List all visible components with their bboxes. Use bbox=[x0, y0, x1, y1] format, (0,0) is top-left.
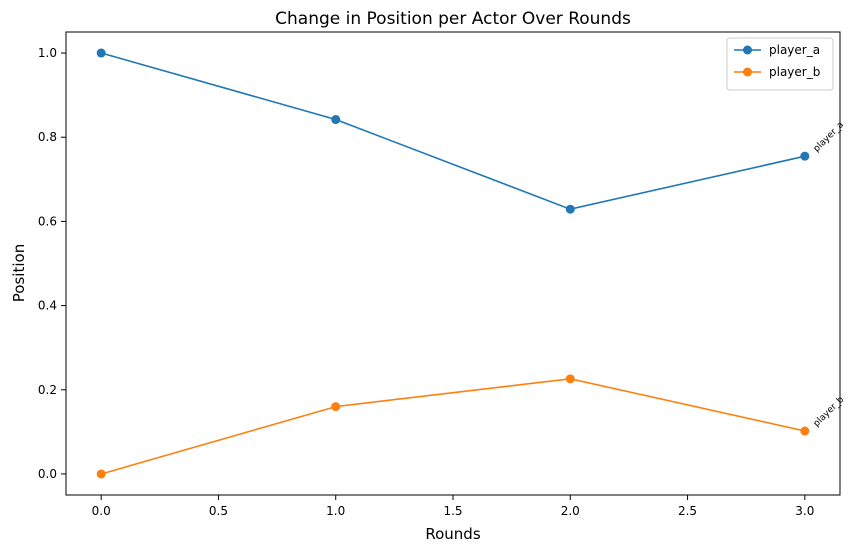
x-axis-label: Rounds bbox=[425, 525, 480, 543]
legend-marker-player_a bbox=[743, 45, 752, 55]
y-tick-label: 0.6 bbox=[38, 214, 57, 228]
data-point-player_a bbox=[96, 48, 106, 58]
x-tick-label: 1.0 bbox=[326, 504, 345, 518]
data-point-player_b bbox=[565, 374, 575, 384]
data-point-player_b bbox=[96, 469, 106, 479]
data-point-player_b bbox=[331, 402, 341, 412]
plot-frame bbox=[65, 31, 841, 496]
y-tick-label: 1.0 bbox=[38, 46, 57, 60]
y-tick-label: 0.4 bbox=[38, 299, 57, 313]
plot-layer: 0.0 0.5 1.0 1.5 2.0 2.5 3.0 0.0 0.2 0.4 0.6 0.8 1.0 p… bbox=[38, 46, 846, 518]
y-tick-label: 0.2 bbox=[38, 383, 57, 397]
chart-title: Change in Position per Actor Over Rounds bbox=[275, 9, 631, 29]
data-point-player_b bbox=[800, 426, 810, 436]
x-tick-label: 0.5 bbox=[209, 504, 228, 518]
x-tick-label: 3.0 bbox=[795, 504, 814, 518]
x-tick-label: 0.0 bbox=[92, 504, 111, 518]
x-tick-label: 1.5 bbox=[443, 504, 462, 518]
legend-label-player_a: player_a bbox=[769, 43, 820, 57]
series-line-player_a bbox=[100, 52, 805, 211]
legend-box bbox=[726, 37, 834, 91]
y-tick-label: 0.8 bbox=[38, 130, 57, 144]
x-tick-label: 2.0 bbox=[561, 504, 580, 518]
end-label-player_b: player_b bbox=[812, 395, 847, 430]
y-tick-label: 0.0 bbox=[38, 467, 57, 481]
y-axis-label: Position bbox=[10, 244, 28, 302]
legend-marker-player_b bbox=[743, 67, 752, 77]
data-point-player_a bbox=[565, 204, 575, 214]
series-line-player_b bbox=[100, 377, 805, 475]
data-point-player_a bbox=[331, 115, 341, 125]
legend: player_a player_b bbox=[726, 37, 834, 91]
x-tick-label: 2.5 bbox=[678, 504, 697, 518]
end-label-player_a: player_a bbox=[812, 120, 846, 154]
data-point-player_a bbox=[800, 151, 810, 161]
legend-label-player_b: player_b bbox=[769, 65, 820, 79]
